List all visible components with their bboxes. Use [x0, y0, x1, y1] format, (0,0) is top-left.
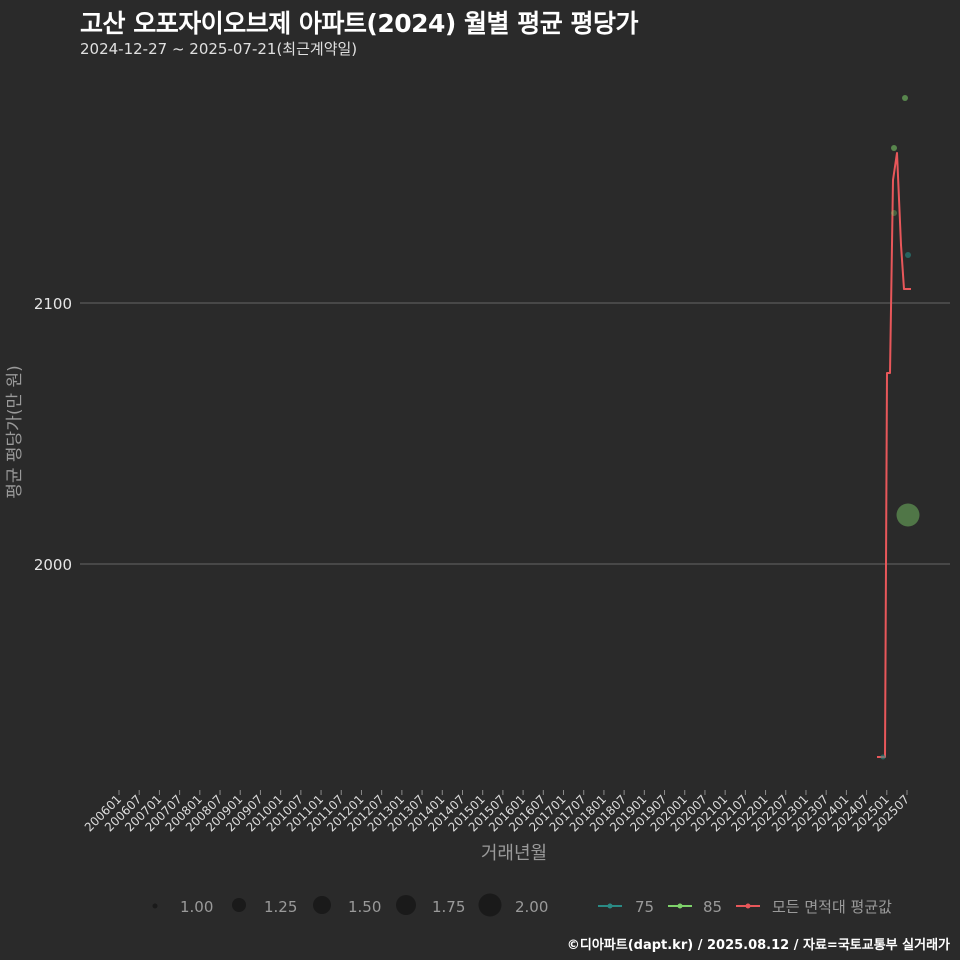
legend-label-75: 75: [635, 898, 654, 916]
size-legend-label: 1.00: [180, 898, 213, 916]
data-point-85[interactable]: [902, 95, 908, 101]
legend-swatch-75-dot: [607, 903, 613, 909]
size-legend-dot: [313, 896, 331, 914]
chart-title: 고산 오포자이오브제 아파트(2024) 월별 평균 평당가: [80, 9, 638, 38]
size-legend-dot: [232, 898, 246, 912]
legend-label-average: 모든 면적대 평균값: [772, 898, 892, 916]
y-tick-label: 2100: [34, 295, 72, 313]
size-legend-label: 2.00: [515, 898, 548, 916]
legend-label-85: 85: [703, 898, 722, 916]
x-axis-title: 거래년월: [481, 843, 547, 864]
y-tick-label: 2000: [34, 556, 72, 574]
average-price-line: [877, 152, 911, 758]
source-caption: ©디아파트(dapt.kr) / 2025.08.12 / 자료=국토교통부 실…: [566, 938, 950, 953]
legend-swatch-average-dot: [745, 903, 751, 909]
data-point-85[interactable]: [891, 210, 897, 216]
x-axis: 2006012006072007012007072008012008072009…: [82, 790, 912, 835]
chart-subtitle: 2024-12-27 ~ 2025-07-21(최근계약일): [80, 40, 358, 58]
data-point-85-large[interactable]: [896, 503, 920, 527]
size-legend-label: 1.50: [348, 898, 381, 916]
size-legend: 1.00 1.25 1.50 1.75 2.00: [152, 893, 548, 917]
data-point-75[interactable]: [880, 754, 886, 760]
size-legend-label: 1.75: [432, 898, 465, 916]
size-legend-dot: [478, 893, 502, 917]
series-legend: 75 85 모든 면적대 평균값: [598, 898, 892, 916]
size-legend-dot: [152, 903, 158, 909]
size-legend-dot: [396, 895, 416, 915]
data-point-75[interactable]: [905, 252, 911, 258]
legend-swatch-85-dot: [677, 903, 683, 909]
y-axis-title: 평균 평당가(만 원): [5, 365, 25, 499]
data-point-85[interactable]: [891, 145, 897, 151]
size-legend-label: 1.25: [264, 898, 297, 916]
